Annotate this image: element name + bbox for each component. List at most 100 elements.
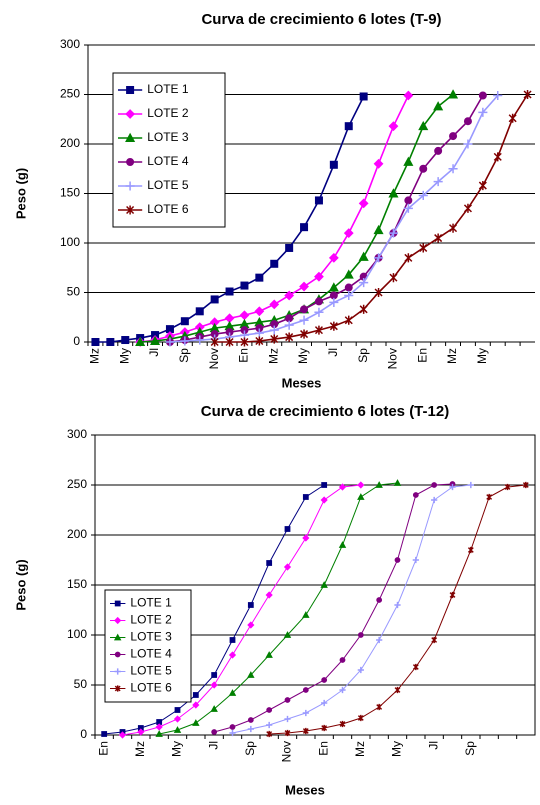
marker bbox=[284, 697, 291, 703]
x-axis-title: Meses bbox=[282, 375, 322, 390]
marker bbox=[394, 557, 401, 563]
marker bbox=[255, 273, 264, 282]
legend-label: LOTE 4 bbox=[130, 647, 172, 661]
x-axis-title: Meses bbox=[285, 782, 325, 797]
marker bbox=[266, 707, 273, 713]
legend-label: LOTE 3 bbox=[130, 630, 172, 644]
marker bbox=[255, 336, 264, 346]
series-line bbox=[214, 483, 453, 733]
marker bbox=[339, 657, 346, 663]
marker bbox=[228, 689, 237, 696]
marker bbox=[135, 336, 146, 346]
marker bbox=[448, 89, 459, 99]
marker bbox=[338, 483, 347, 491]
marker bbox=[247, 725, 254, 733]
y-tick-label: 250 bbox=[60, 87, 80, 101]
legend-marker bbox=[114, 600, 121, 607]
marker bbox=[359, 304, 368, 314]
x-tick-label: My bbox=[170, 741, 184, 757]
marker bbox=[314, 271, 324, 282]
series-line bbox=[232, 484, 471, 734]
marker bbox=[155, 723, 163, 731]
marker bbox=[329, 160, 338, 169]
x-tick-label: My bbox=[296, 348, 310, 364]
marker bbox=[239, 310, 250, 321]
marker bbox=[320, 581, 328, 588]
chart: Curva de crecimiento 6 lotes (T-9) 0 50 100… bbox=[13, 11, 535, 390]
marker bbox=[328, 252, 339, 263]
marker bbox=[388, 228, 398, 238]
marker bbox=[357, 714, 364, 722]
marker bbox=[302, 727, 309, 735]
legend-label: LOTE 1 bbox=[130, 596, 172, 610]
marker bbox=[195, 307, 204, 316]
marker bbox=[412, 492, 419, 498]
marker bbox=[523, 89, 532, 100]
y-tick-label: 200 bbox=[67, 527, 87, 541]
marker bbox=[269, 325, 279, 335]
marker bbox=[284, 290, 295, 301]
marker bbox=[404, 196, 413, 205]
legend-label: LOTE 4 bbox=[147, 154, 189, 168]
marker bbox=[357, 666, 364, 674]
marker bbox=[173, 715, 182, 723]
legend-label: LOTE 5 bbox=[147, 178, 189, 192]
marker bbox=[266, 560, 273, 566]
marker bbox=[376, 703, 383, 711]
x-tick-label: Jl bbox=[426, 741, 440, 750]
y-tick-label: 100 bbox=[60, 235, 80, 249]
x-tick-label: Jl bbox=[326, 348, 340, 357]
legend-marker bbox=[126, 205, 135, 215]
marker bbox=[284, 715, 291, 723]
marker bbox=[269, 299, 280, 310]
marker bbox=[412, 663, 419, 671]
x-tick-label: Sp bbox=[243, 741, 257, 756]
marker bbox=[300, 329, 309, 339]
marker bbox=[376, 636, 383, 644]
marker bbox=[302, 687, 309, 693]
marker bbox=[285, 332, 294, 342]
x-tick-label: My bbox=[390, 741, 404, 757]
marker bbox=[195, 335, 205, 345]
marker bbox=[210, 295, 219, 304]
marker bbox=[180, 336, 190, 346]
marker bbox=[321, 677, 328, 683]
marker bbox=[478, 181, 487, 191]
marker bbox=[448, 164, 458, 174]
marker bbox=[358, 198, 369, 209]
y-axis-title: Peso (g) bbox=[13, 559, 28, 610]
marker bbox=[285, 243, 294, 252]
marker bbox=[314, 307, 324, 317]
marker bbox=[192, 692, 199, 698]
marker bbox=[210, 337, 219, 347]
y-tick-label: 150 bbox=[67, 577, 87, 591]
marker bbox=[433, 177, 443, 187]
x-tick-label: Mz bbox=[266, 348, 280, 364]
marker bbox=[373, 224, 384, 235]
marker bbox=[478, 107, 488, 117]
x-tick-label: Sp bbox=[177, 348, 191, 363]
x-tick-label: Jl bbox=[147, 348, 161, 357]
marker bbox=[284, 526, 291, 532]
y-tick-label: 250 bbox=[67, 477, 87, 491]
x-tick-label: Nov bbox=[207, 348, 221, 369]
x-tick-label: My bbox=[117, 348, 131, 364]
marker bbox=[463, 139, 473, 149]
y-tick-label: 50 bbox=[67, 285, 81, 299]
marker bbox=[434, 233, 443, 243]
marker bbox=[449, 591, 456, 599]
legend-box bbox=[112, 72, 226, 228]
marker bbox=[357, 632, 364, 638]
marker bbox=[270, 259, 279, 268]
marker bbox=[283, 631, 292, 638]
marker bbox=[419, 164, 428, 173]
marker bbox=[247, 671, 255, 678]
x-tick-label: Mz bbox=[88, 348, 102, 364]
marker bbox=[374, 287, 383, 298]
series-line bbox=[140, 93, 454, 343]
marker bbox=[91, 338, 100, 346]
marker bbox=[225, 337, 234, 347]
legend-label: LOTE 2 bbox=[147, 106, 189, 120]
marker bbox=[449, 132, 458, 141]
marker bbox=[283, 563, 292, 571]
